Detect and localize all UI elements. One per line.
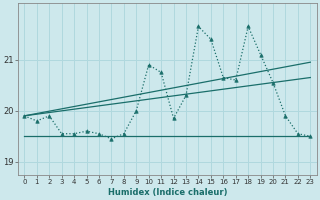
X-axis label: Humidex (Indice chaleur): Humidex (Indice chaleur): [108, 188, 227, 197]
